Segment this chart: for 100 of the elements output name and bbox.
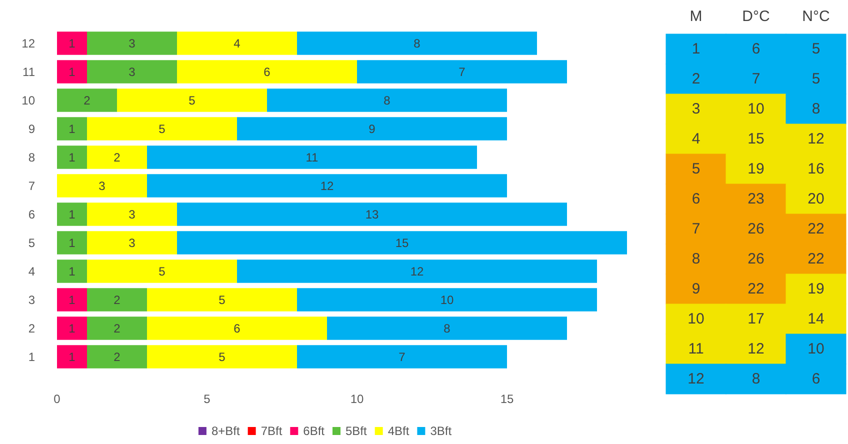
data-label: 2 (114, 292, 121, 307)
data-label: 15 (395, 236, 409, 250)
bar (147, 345, 297, 368)
x-tick-label: M (690, 8, 702, 25)
x-tick-label: 10 (350, 392, 364, 406)
data-label: 6 (812, 370, 820, 388)
data-label: 22 (748, 280, 764, 298)
data-label: 5 (218, 350, 226, 364)
data-label: 5 (188, 93, 196, 108)
bar (327, 316, 567, 340)
data-label: 10 (440, 292, 454, 307)
data-label: 8 (444, 321, 451, 336)
legend-label: 8+Bft (211, 424, 240, 438)
data-label: 26 (748, 220, 764, 238)
data-label: 8 (812, 100, 820, 118)
data-label: 14 (808, 310, 824, 328)
data-label: 11 (688, 340, 704, 358)
data-label: 20 (808, 190, 824, 208)
bar (57, 202, 87, 226)
bar (87, 231, 177, 254)
data-label: 2 (84, 93, 91, 108)
data-label: 8 (752, 370, 760, 388)
bar (297, 32, 537, 55)
bar (87, 60, 177, 84)
data-label: 8 (414, 36, 421, 50)
data-label: 17 (748, 310, 764, 328)
bar (87, 316, 147, 340)
bar (57, 88, 117, 112)
x-tick-label: 5 (204, 392, 211, 406)
bar (87, 32, 177, 55)
bar (147, 316, 327, 340)
data-label: 13 (365, 207, 379, 222)
data-label: 1 (68, 264, 76, 278)
bar (267, 88, 507, 112)
legend-label: 5Bft (346, 424, 368, 438)
bar (87, 345, 147, 368)
bar (87, 288, 147, 312)
data-label: 3 (98, 178, 106, 193)
bar (147, 146, 477, 169)
data-label: 1 (68, 350, 76, 364)
bar (297, 288, 597, 312)
data-label: 5 (158, 122, 166, 136)
data-label: 12 (808, 130, 824, 148)
data-label: 2 (114, 350, 121, 364)
data-label: 7 (692, 220, 700, 238)
bar (177, 202, 567, 226)
data-label: 3 (128, 64, 136, 79)
data-label: 5 (158, 264, 166, 278)
data-label: 1 (692, 40, 700, 58)
data-label: 6 (752, 40, 760, 58)
data-label: 15 (748, 130, 764, 148)
bar (87, 260, 237, 283)
legend-label: 4Bft (388, 424, 410, 438)
legend-label: 3Bft (430, 424, 452, 438)
x-tick-label: 0 (54, 392, 61, 406)
bar (57, 345, 87, 368)
data-label: 3 (692, 100, 700, 118)
data-label: 26 (748, 250, 764, 268)
bar (57, 60, 87, 84)
y-tick-label: 12 (22, 36, 36, 50)
data-label: 3 (128, 236, 136, 250)
data-label: 2 (114, 321, 121, 336)
data-label: 7 (458, 64, 466, 79)
data-label: 5 (812, 40, 820, 58)
bar (297, 345, 507, 368)
data-label: 12 (410, 264, 424, 278)
data-label: 5 (218, 292, 226, 307)
data-label: 6 (692, 190, 700, 208)
data-label: 1 (68, 64, 76, 79)
legend-label: 6Bft (303, 424, 326, 438)
bar (237, 117, 507, 140)
y-tick-label: 3 (28, 292, 36, 307)
bar (237, 260, 597, 283)
data-label: 1 (68, 236, 76, 250)
x-tick-label: 15 (500, 392, 514, 406)
data-label: 22 (808, 220, 824, 238)
data-label: 2 (114, 150, 121, 164)
bar (57, 146, 87, 169)
y-tick-label: 9 (28, 122, 36, 136)
data-label: 10 (748, 100, 764, 118)
data-label: 23 (748, 190, 764, 208)
data-label: 4 (234, 36, 241, 50)
data-label: 1 (68, 321, 76, 336)
y-tick-label: 7 (28, 178, 36, 193)
y-tick-label: 2 (28, 321, 36, 336)
bar (117, 88, 267, 112)
bar (147, 174, 507, 198)
bar (87, 117, 237, 140)
data-label: 5 (812, 70, 820, 88)
data-label: 7 (398, 350, 406, 364)
data-label: 6 (264, 64, 271, 79)
bar (57, 231, 87, 254)
data-label: 4 (692, 130, 700, 148)
bar (177, 32, 297, 55)
x-tick-label: D°C (742, 8, 770, 25)
data-label: 8 (692, 250, 700, 268)
data-label: 1 (68, 207, 76, 222)
y-tick-label: 6 (28, 207, 36, 222)
bar (57, 32, 87, 55)
bar (357, 60, 567, 84)
